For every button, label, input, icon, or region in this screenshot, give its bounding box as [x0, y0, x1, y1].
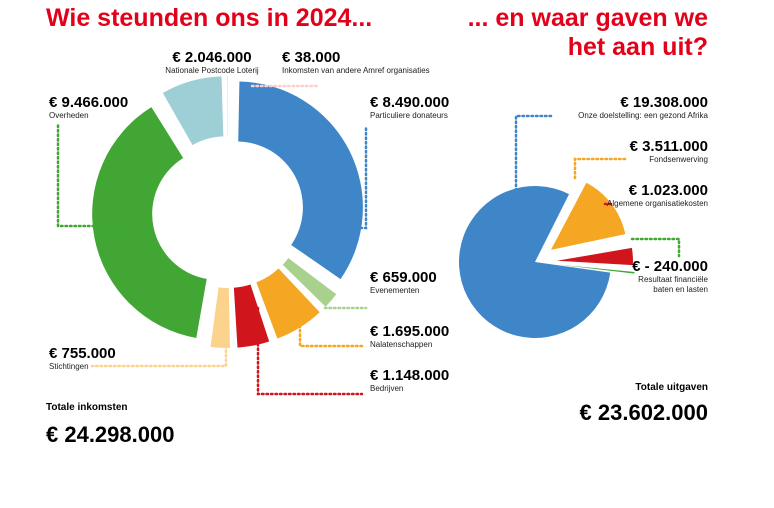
leader-fondsenwerving: [573, 157, 630, 180]
amount-particuliere-donateurs: € 8.490.000: [370, 94, 450, 111]
leader-bedrijven: [256, 306, 364, 396]
expense-slice-doelstelling: [459, 186, 611, 338]
amount-algemene: € 1.023.000: [628, 182, 708, 199]
leader-nalatenschappen: [298, 310, 364, 348]
caption-evenementen: Evenementen: [370, 286, 420, 295]
label-particuliere-donateurs: € 8.490.000 Particuliere donateurs: [370, 95, 449, 121]
label-nalatenschappen: € 1.695.000 Nalatenschappen: [370, 324, 449, 350]
leader-doelstelling: [514, 114, 556, 197]
amount-resultaat: € - 240.000: [632, 258, 708, 275]
caption-bedrijven: Bedrijven: [370, 384, 404, 393]
left-title: Wie steunden ons in 2024...: [46, 4, 373, 32]
amount-andere-amref: € 38.000: [282, 49, 341, 66]
right-title-line-2: het aan uit?: [567, 33, 708, 61]
label-doelstelling: € 19.308.000 Onze doelstelling: een gezo…: [578, 95, 708, 121]
income-slice-bedrijven: [233, 284, 270, 348]
income-slice-evenementen: [282, 258, 337, 307]
caption-nalatenschappen: Nalatenschappen: [370, 340, 433, 349]
label-overheden: € 9.466.000 Overheden: [49, 95, 128, 121]
income-slice-nationale-postcode-loterij: [162, 76, 224, 146]
label-algemene: € 1.023.000 Algemene organisatiekosten: [607, 183, 708, 209]
caption-algemene: Algemene organisatiekosten: [607, 199, 708, 208]
leader-lines: [56, 78, 681, 396]
caption-particuliere-donateurs: Particuliere donateurs: [370, 111, 448, 120]
right-title-line-1: ... en waar gaven we: [467, 4, 708, 32]
caption-fondsenwerving: Fondsenwerving: [649, 155, 708, 164]
expense-slice-algemene: [556, 247, 633, 266]
leader-particuliere: [354, 124, 368, 230]
caption-doelstelling: Onze doelstelling: een gezond Afrika: [578, 111, 708, 120]
leader-postcode: [206, 78, 214, 102]
income-slice-overheden: [92, 107, 207, 338]
expense-slice-fondsenwerving: [550, 182, 626, 250]
label-bedrijven: € 1.148.000 Bedrijven: [370, 368, 449, 394]
label-stichtingen: € 755.000 Stichtingen: [49, 346, 116, 372]
label-fondsenwerving: € 3.511.000 Fondsenwerving: [630, 139, 708, 165]
caption-resultaat-line-1: Resultaat financiële: [638, 275, 708, 284]
amount-stichtingen: € 755.000: [49, 345, 116, 362]
caption-resultaat-line-2: baten en lasten: [653, 285, 708, 294]
label-resultaat: € - 240.000 Resultaat financiële baten e…: [632, 259, 708, 295]
expense-total-caption: Totale uitgaven: [635, 382, 708, 393]
amount-overheden: € 9.466.000: [49, 94, 129, 111]
caption-overheden: Overheden: [49, 111, 89, 120]
caption-postcode-loterij: Nationale Postcode Loterij: [165, 66, 259, 75]
caption-andere-amref: Inkomsten van andere Amref organisaties: [282, 66, 430, 75]
leader-overheden: [56, 123, 132, 228]
label-postcode-loterij: € 2.046.000 Nationale Postcode Loterij: [156, 50, 268, 76]
amount-evenementen: € 659.000: [370, 269, 437, 286]
amount-postcode-loterij: € 2.046.000: [172, 49, 252, 66]
income-total-value: € 24.298.000: [46, 422, 175, 447]
label-andere-amref: € 38.000 Inkomsten van andere Amref orga…: [282, 50, 430, 76]
income-slice-nalatenschappen: [256, 268, 320, 339]
amount-nalatenschappen: € 1.695.000: [370, 323, 450, 340]
income-total-caption: Totale inkomsten: [46, 402, 128, 413]
income-slice-inkomsten-van-andere-amref-organisaties: [227, 76, 228, 137]
caption-stichtingen: Stichtingen: [49, 362, 89, 371]
expense-total-value: € 23.602.000: [579, 400, 708, 425]
leader-stichtingen: [90, 308, 228, 368]
expense-pie-chart: [459, 182, 635, 338]
leader-resultaat: [630, 237, 681, 258]
income-slice-particuliere-donateurs: [238, 81, 363, 280]
amount-doelstelling: € 19.308.000: [620, 94, 708, 111]
amount-bedrijven: € 1.148.000: [370, 367, 450, 384]
label-evenementen: € 659.000 Evenementen: [370, 270, 437, 296]
right-title: ... en waar gaven we het aan uit?: [408, 4, 708, 62]
income-donut-chart: [92, 76, 363, 348]
expense-slice-resultaat: [558, 264, 635, 274]
amount-fondsenwerving: € 3.511.000: [629, 138, 708, 155]
